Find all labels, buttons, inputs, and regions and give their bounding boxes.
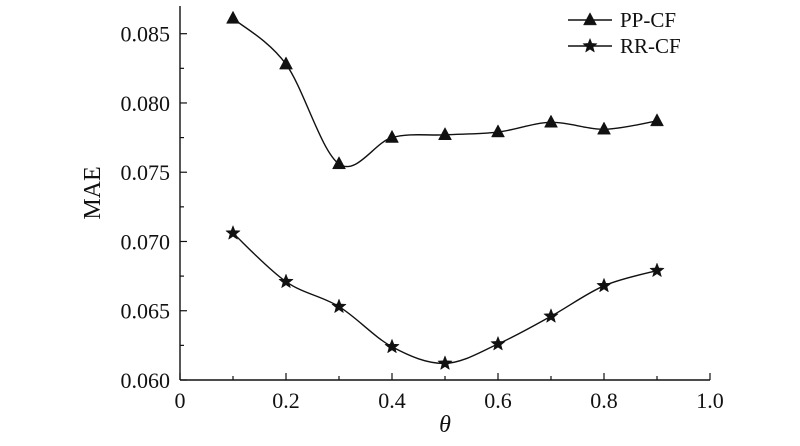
data-point-rr-cf [490,335,506,351]
x-axis-title: θ [439,412,451,438]
data-point-pp-cf [385,129,399,143]
data-point-rr-cf [278,273,294,289]
data-point-pp-cf [650,113,664,127]
y-tick-label: 0.065 [121,299,171,324]
y-tick-label: 0.080 [121,91,171,116]
series-layer [225,10,665,371]
data-point-rr-cf [596,277,612,293]
axes [179,6,710,381]
data-point-pp-cf [491,124,505,138]
series-line-pp-cf [232,17,658,168]
data-point-rr-cf [649,262,665,278]
data-point-rr-cf [331,298,347,314]
y-tick-label: 0.060 [121,368,171,393]
legend-marker-rr-cf [582,37,598,53]
data-point-pp-cf [544,114,558,128]
x-tick-label: 0.6 [484,388,512,413]
legend-label-rr-cf: RR-CF [620,34,681,58]
x-tick-label: 0.8 [590,388,618,413]
data-point-rr-cf [437,355,453,371]
x-tick-label: 0.4 [378,388,406,413]
legend: PP-CF RR-CF [568,8,681,58]
x-tick-label: 0 [175,388,186,413]
series-line-rr-cf [232,232,658,365]
data-point-rr-cf [225,224,241,240]
x-tick-label: 0.2 [272,388,300,413]
legend-label-pp-cf: PP-CF [620,8,676,32]
series-pp-cf [226,10,664,170]
data-point-pp-cf [279,56,293,70]
data-point-pp-cf [438,127,452,140]
series-rr-cf [225,224,665,371]
data-point-rr-cf [384,338,400,354]
y-axis-title: MAE [80,166,106,219]
legend-marker-pp-cf [583,12,597,26]
y-tick-label: 0.085 [121,22,171,47]
y-tick-label: 0.070 [121,229,171,254]
x-tick-label: 1.0 [696,388,724,413]
y-tick-label: 0.075 [121,160,171,185]
data-point-rr-cf [543,308,559,323]
data-point-pp-cf [597,121,611,135]
tick-marks: 0 0.2 0.4 0.6 0.8 1.0 0.060 0.065 0.070 0.075 0.08… [121,22,724,413]
data-point-pp-cf [332,156,346,170]
data-point-pp-cf [226,10,240,24]
